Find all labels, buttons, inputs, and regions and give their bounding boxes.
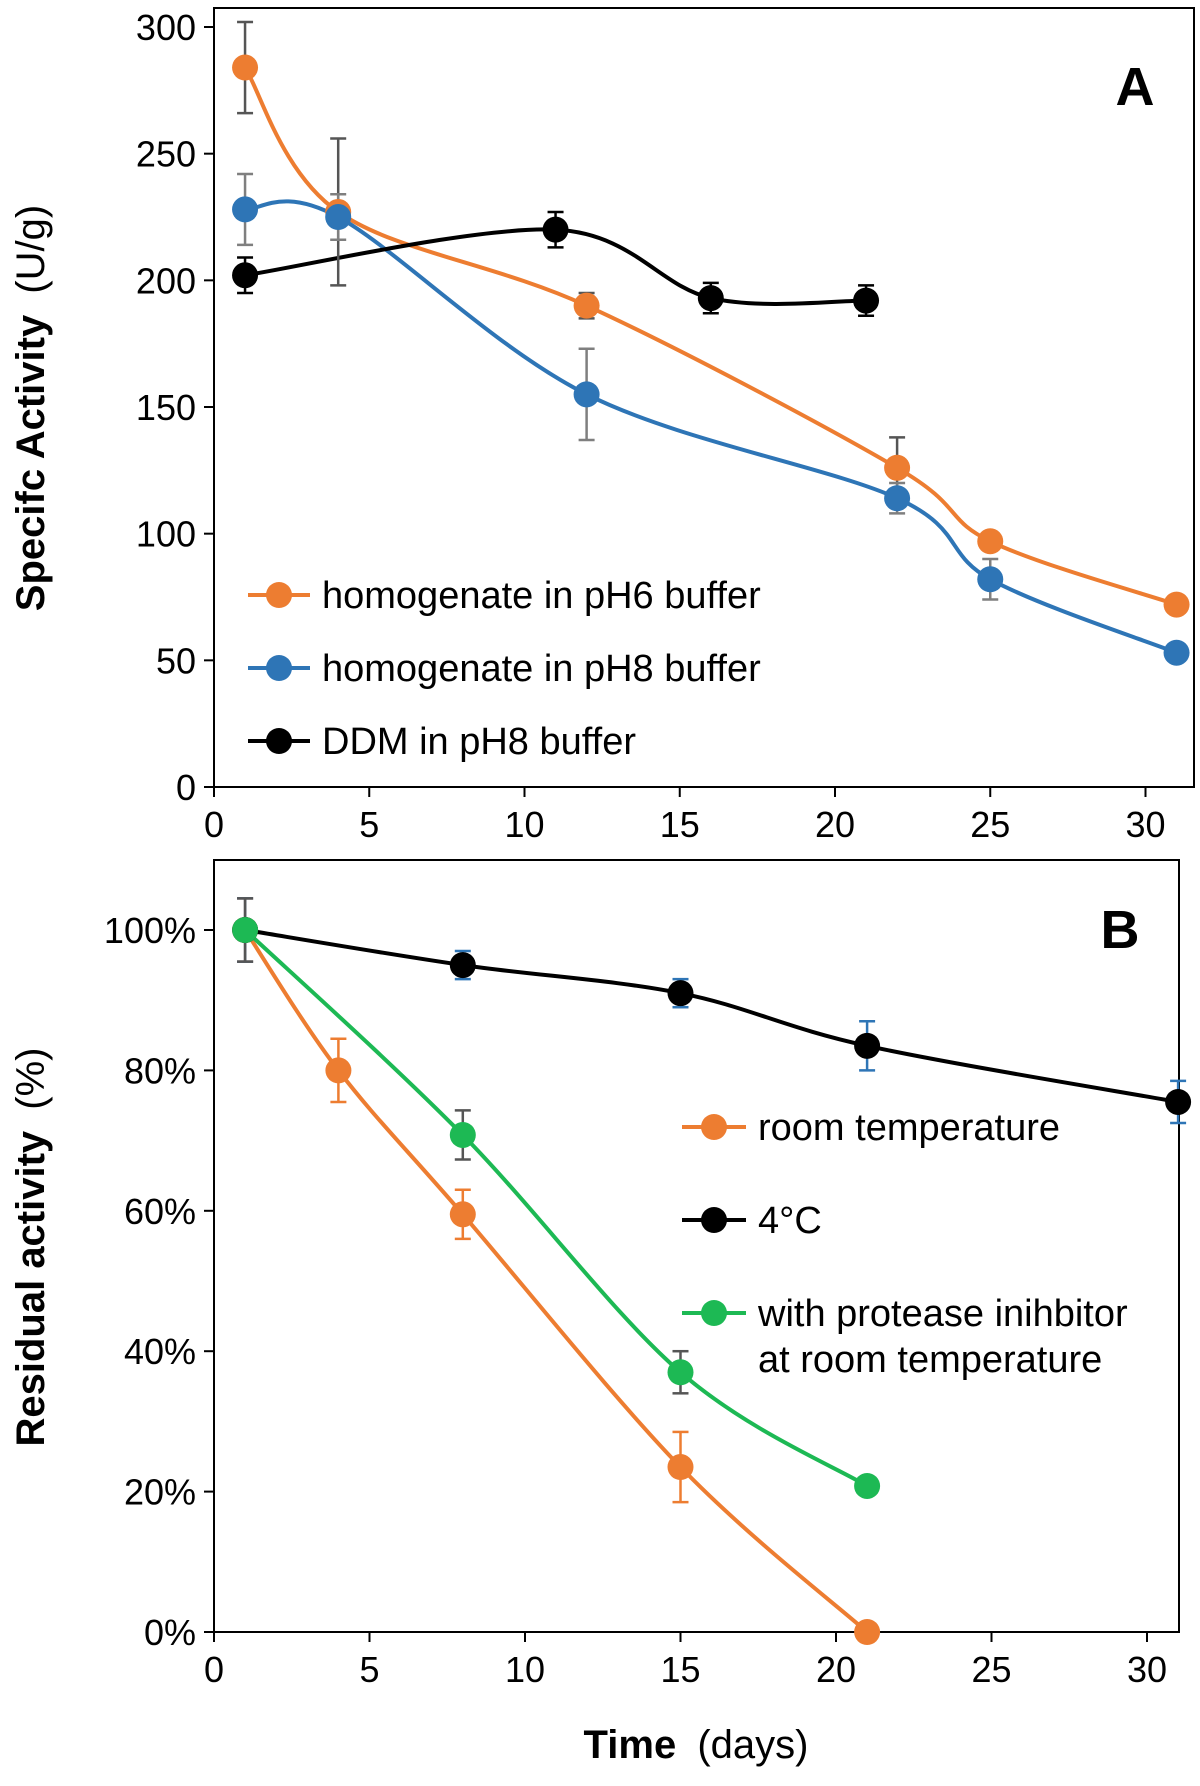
panel-b-x-axis-label: Time (days)	[584, 1723, 809, 1767]
panel-b-y-axis-label-main: Residual activity	[9, 1130, 53, 1446]
panel-b-y-tick-label: 80%	[124, 1050, 196, 1091]
panel-a-data-point	[884, 454, 911, 481]
panel-a-x-tick-label: 15	[660, 804, 700, 845]
panel-b-x-tick-label: 15	[660, 1649, 700, 1690]
panel-a-x-tick-label: 5	[359, 804, 379, 845]
panel-a-data-point	[573, 381, 600, 408]
panel-b-x-tick-label: 10	[505, 1649, 545, 1690]
panel-a-legend-entry-1: homogenate in pH6 buffer	[248, 575, 761, 617]
panel-b-data-points	[232, 917, 1192, 1645]
panel-a-data-point	[1163, 591, 1190, 618]
panel-a-y-tick-label: 0	[176, 767, 196, 808]
panel-b-data-point	[449, 1201, 476, 1228]
panel-b-legend: room temperature 4°C with protease inihb…	[682, 1107, 1128, 1381]
panel-a-data-point	[884, 485, 911, 512]
panel-a-x-tick-label: 10	[504, 804, 544, 845]
panel-b-data-point	[854, 1619, 881, 1645]
panel-a-data-point	[697, 285, 724, 312]
panel-a-data-point	[1163, 639, 1190, 666]
panel-a-data-point	[977, 528, 1004, 555]
panel-b-legend-label-2: 4°C	[758, 1200, 822, 1242]
panel-a-y-tick-label: 300	[136, 7, 196, 48]
panel-a-legend: homogenate in pH6 buffer homogenate in p…	[248, 575, 761, 763]
panel-b-x-tick-label: 5	[359, 1649, 379, 1690]
panel-b-axes: 0 5 10 15 20 25 30 0% 20% 40% 60% 80% 100%	[104, 910, 1167, 1690]
panel-b-data-point	[667, 980, 694, 1007]
panel-b-legend-label-3: with protease inihbitor	[757, 1293, 1128, 1335]
panel-a-label: A	[1116, 57, 1155, 117]
panel-a-data-point	[325, 204, 352, 231]
panel-b-data-point	[667, 1359, 694, 1386]
panel-a-x-tick-label: 0	[204, 804, 224, 845]
panel-b-data-point	[854, 1032, 881, 1059]
panel-b-series-line-3	[243, 928, 869, 1488]
panel-b-legend-entry-2: 4°C	[682, 1200, 822, 1242]
panel-a-y-tick-label: 200	[136, 260, 196, 301]
panel-b-y-tick-label: 0%	[144, 1612, 196, 1653]
panel-b-legend-entry-1: room temperature	[682, 1107, 1060, 1149]
panel-b-x-tick-label: 20	[816, 1649, 856, 1690]
panel-a-y-axis-label-main: Specifc Activity	[9, 314, 53, 611]
panel-b-x-tick-label: 30	[1127, 1649, 1167, 1690]
panel-b-legend-label-3-line-2: at room temperature	[758, 1339, 1102, 1381]
panel-a-y-axis-label-unit: (U/g)	[9, 205, 53, 294]
panel-a-legend-label-2: homogenate in pH8 buffer	[322, 648, 761, 690]
panel-b-y-tick-label: 100%	[104, 910, 196, 951]
panel-b-y-tick-label: 40%	[124, 1331, 196, 1372]
panel-b-data-point	[325, 1057, 352, 1084]
panel-a-data-point	[853, 287, 880, 314]
panel-b-label: B	[1101, 900, 1140, 960]
panel-a-data-point	[977, 566, 1004, 593]
panel-b-data-point	[449, 952, 476, 979]
panel-a-data-point	[232, 196, 259, 223]
panel-a-y-axis-label: Specifc Activity (U/g)	[9, 205, 53, 611]
panel-a-frame	[213, 7, 1195, 788]
panel-a-y-tick-label: 150	[136, 387, 196, 428]
panel-a-y-tick-label: 50	[156, 640, 196, 681]
panel-b-frame	[213, 859, 1180, 1633]
panel-a-data-point	[232, 54, 259, 81]
panel-b-y-tick-label: 20%	[124, 1472, 196, 1513]
panel-a-data-point	[573, 292, 600, 319]
panel-a-y-tick-label: 100	[136, 514, 196, 555]
panel-b-legend-label-1: room temperature	[758, 1107, 1060, 1149]
panel-b-y-axis-label-unit: (%)	[9, 1047, 53, 1109]
panel-a-data-point	[232, 262, 259, 289]
panel-b-data-point	[854, 1472, 881, 1499]
panel-b-series-line-1	[243, 928, 869, 1634]
panel-b-chart: 0 5 10 15 20 25 30 0% 20% 40% 60% 80% 100% B Residua…	[9, 859, 1192, 1767]
panel-b-data-point	[449, 1121, 476, 1148]
panel-b-data-point	[667, 1454, 694, 1481]
panel-a-x-tick-label: 20	[815, 804, 855, 845]
panel-b-data-point	[1165, 1088, 1192, 1115]
panel-a-x-tick-label: 30	[1125, 804, 1165, 845]
panel-b-x-axis-label-main: Time	[584, 1723, 677, 1767]
panel-b-x-tick-label: 25	[971, 1649, 1011, 1690]
panel-b-x-axis-label-unit: (days)	[697, 1723, 808, 1767]
panel-b-y-axis-label: Residual activity (%)	[9, 1047, 53, 1446]
panel-a-data-point	[542, 216, 569, 243]
panel-b-x-tick-label: 0	[204, 1649, 224, 1690]
panel-a-legend-entry-2: homogenate in pH8 buffer	[248, 648, 761, 690]
panel-a-legend-entry-3: DDM in pH8 buffer	[248, 721, 636, 763]
panel-b-data-point	[232, 917, 259, 943]
panel-b-legend-entry-3: with protease inihbitor at room temperat…	[682, 1293, 1128, 1381]
panel-a-y-tick-label: 250	[136, 134, 196, 175]
panel-a-data-points	[232, 54, 1190, 666]
panel-a-legend-label-3: DDM in pH8 buffer	[322, 721, 636, 763]
panel-b-y-tick-label: 60%	[124, 1191, 196, 1232]
panel-a-x-tick-label: 25	[970, 804, 1010, 845]
panel-a-series-line-3	[244, 227, 867, 306]
panel-a-legend-label-1: homogenate in pH6 buffer	[322, 575, 761, 617]
